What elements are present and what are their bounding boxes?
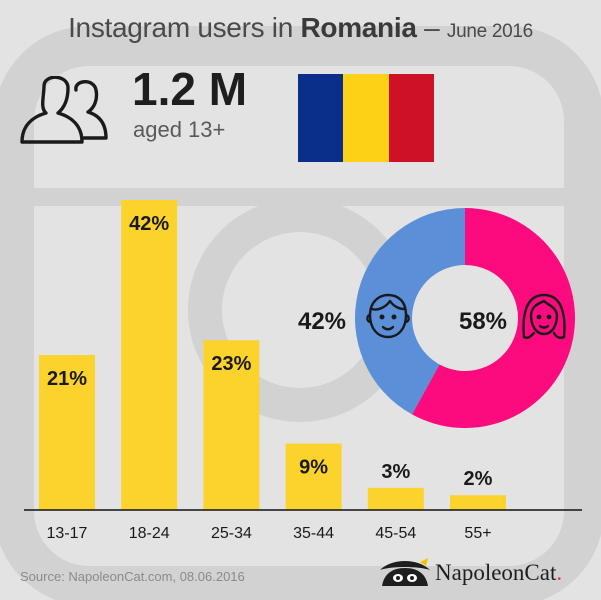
title-separator: – [424, 12, 440, 43]
bar-45-54 [367, 487, 424, 510]
donut-slice-men [355, 208, 465, 415]
romania-flag [298, 74, 434, 162]
flag-stripe-yellow [343, 74, 389, 162]
brand-dot: . [556, 560, 563, 585]
age-caption: aged 13+ [133, 117, 226, 142]
users-icon [20, 76, 108, 144]
donut-slice-women [412, 208, 576, 428]
bar-35-44 [285, 443, 342, 510]
flag-stripe-red [388, 74, 434, 162]
bar-value-label: 9% [299, 457, 328, 479]
bar-value-label: 2% [464, 468, 493, 490]
bar-55+ [450, 495, 506, 510]
bar-13-17 [39, 355, 95, 510]
bar-value-label: 3% [381, 461, 410, 483]
chart-title: Instagram users in Romania – June 2016 [0, 12, 601, 44]
man-face-icon [366, 293, 410, 339]
gender-donut-chart: 58% 42% [298, 208, 576, 428]
donut-value-label: 58% [459, 308, 507, 335]
title-country: Romania [300, 12, 417, 43]
x-tick-label: 55+ [464, 525, 491, 542]
age-bar-chart: 21% 13-17 42% 18-24 23% 25-34 9% 35-44 3% 45-54 2%… [39, 200, 506, 542]
title-date: June 2016 [446, 21, 533, 42]
napoleon-cat-logo-icon [380, 558, 430, 586]
brand-name-text: NapoleonCat [435, 560, 557, 585]
x-tick-label: 13-17 [47, 525, 88, 542]
bar-value-label: 21% [47, 368, 87, 390]
x-tick-label: 18-24 [129, 525, 170, 542]
donut-value-label: 42% [298, 308, 346, 335]
x-tick-label: 45-54 [375, 525, 416, 542]
x-tick-label: 25-34 [211, 525, 252, 542]
brand-name: NapoleonCat. [435, 560, 562, 586]
bar-value-label: 42% [129, 213, 169, 235]
flag-stripe-blue [298, 74, 344, 162]
total-users-value: 1.2 M [132, 63, 248, 115]
title-prefix: Instagram users in [68, 12, 293, 43]
source-note: Source: NapoleonCat.com, 08.06.2016 [20, 569, 245, 584]
bar-18-24 [121, 200, 178, 510]
x-tick-label: 35-44 [293, 525, 334, 542]
bar-25-34 [203, 340, 260, 510]
woman-face-icon [522, 293, 566, 339]
bar-value-label: 23% [211, 353, 251, 375]
